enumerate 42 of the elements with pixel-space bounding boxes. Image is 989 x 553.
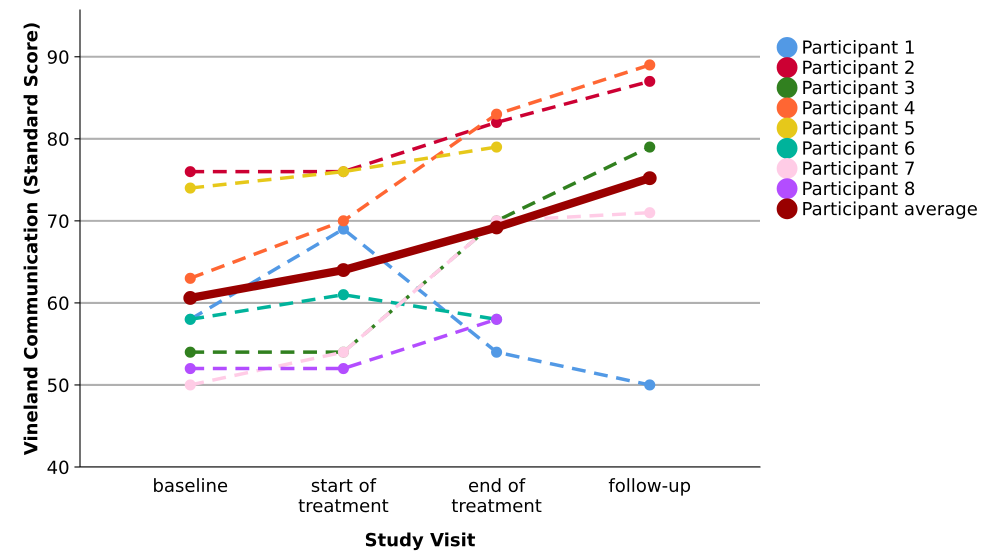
point xyxy=(336,263,350,278)
legend-label: Participant 8 xyxy=(803,181,914,199)
point xyxy=(184,182,196,194)
point xyxy=(642,171,657,186)
x-tick-label: end of treatment xyxy=(452,478,542,512)
y-axis-title: Vineland Communication (Standard Score) xyxy=(24,23,40,456)
legend-label: Participant 2 xyxy=(803,60,914,78)
point xyxy=(184,379,196,391)
point xyxy=(338,215,349,226)
point xyxy=(644,59,656,71)
point xyxy=(491,141,502,153)
point xyxy=(183,291,198,305)
point xyxy=(338,362,349,374)
point xyxy=(644,379,656,391)
legend-label: Participant 4 xyxy=(803,100,914,118)
y-tick-label: 70 xyxy=(48,214,68,228)
point xyxy=(184,362,196,374)
x-tick-label: start of treatment xyxy=(298,478,388,512)
legend-label: Participant 3 xyxy=(803,80,914,98)
point xyxy=(491,346,502,358)
point xyxy=(491,108,502,120)
x-axis-title: Study Visit xyxy=(366,532,476,550)
legend-label: Participant 1 xyxy=(803,40,914,58)
legend-label: Participant average xyxy=(803,201,977,219)
legend-label: Participant 5 xyxy=(803,120,914,138)
legend-label: Participant 7 xyxy=(803,161,914,179)
legend-label: Participant 6 xyxy=(803,140,914,158)
point xyxy=(184,346,196,358)
point xyxy=(184,272,196,284)
point xyxy=(184,166,196,178)
y-tick-label: 90 xyxy=(48,50,68,64)
y-tick-label: 60 xyxy=(48,296,68,310)
point xyxy=(644,76,656,87)
y-tick-label: 40 xyxy=(47,460,68,474)
point xyxy=(338,289,349,300)
y-tick-label: 50 xyxy=(48,378,68,392)
point xyxy=(644,207,656,218)
x-tick-label: baseline xyxy=(154,478,228,492)
point xyxy=(644,141,656,153)
point xyxy=(490,220,504,234)
y-tick-label: 80 xyxy=(48,132,68,146)
x-tick-label: follow-up xyxy=(608,478,690,496)
